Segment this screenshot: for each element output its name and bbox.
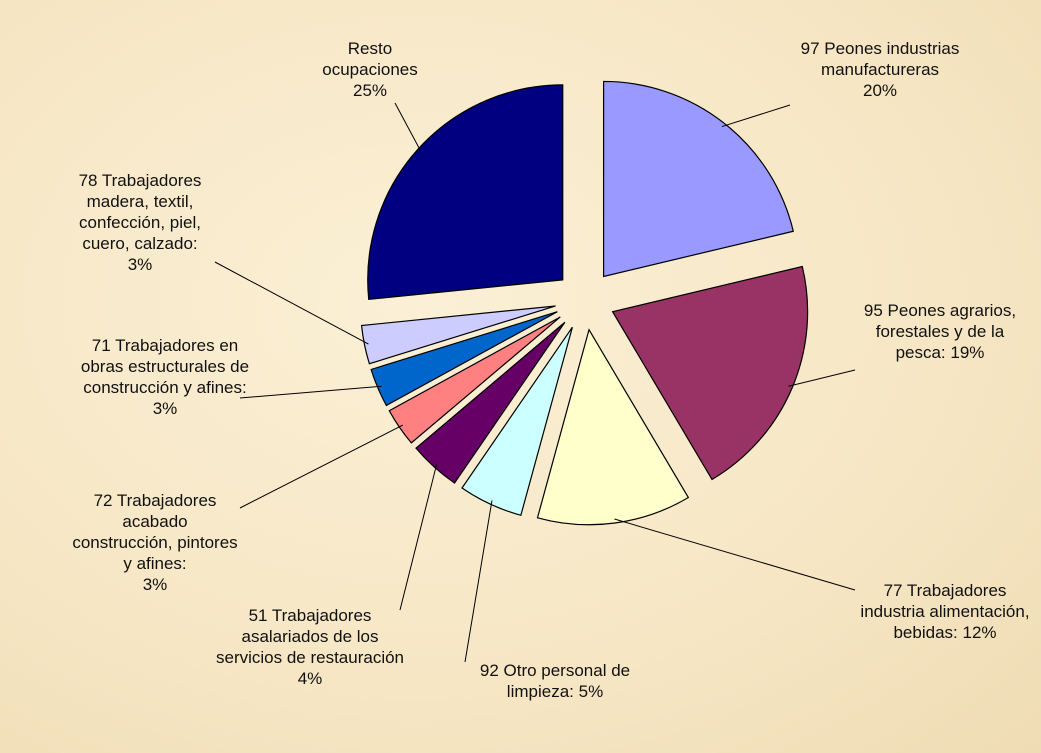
pie-slice <box>611 265 809 481</box>
pie-slice <box>370 311 558 407</box>
slice-label: 51 Trabajadores asalariados de los servi… <box>215 605 405 689</box>
slice-label: 72 Trabajadores acabado construcción, pi… <box>70 490 240 595</box>
category-label: 97 Peones industrias manufactureras <box>800 39 960 79</box>
value-label: 12% <box>962 623 997 642</box>
pie-slice <box>388 316 561 444</box>
pie-slice <box>602 80 795 278</box>
category-label: 72 Trabajadores acabado construcción, pi… <box>72 491 238 573</box>
category-label: 78 Trabajadores madera, textil, confecci… <box>78 171 202 253</box>
value-label: 25% <box>352 81 388 100</box>
pie-slice <box>415 321 566 484</box>
slice-label: 92 Otro personal de limpieza: 5% <box>468 660 643 702</box>
category-label: 95 Peones agrarios, forestales y de la p… <box>863 301 1017 362</box>
slice-label: 77 Trabajadores industria alimentación, … <box>860 580 1030 643</box>
leader-line <box>399 463 438 611</box>
slice-label: 71 Trabajadores en obras estructurales d… <box>75 335 255 419</box>
value-label: 3% <box>142 575 168 594</box>
leader-line <box>394 102 422 152</box>
slice-label: 97 Peones industrias manufactureras 20% <box>800 38 960 101</box>
pie-slice <box>536 328 690 526</box>
pie-slice <box>367 84 564 301</box>
leader-line <box>214 261 369 345</box>
slice-label: Resto ocupaciones 25% <box>305 38 435 101</box>
category-label: 92 Otro personal de limpieza: <box>479 661 631 701</box>
slice-label: 78 Trabajadores madera, textil, confecci… <box>55 170 225 275</box>
category-label: Resto ocupaciones <box>322 39 418 79</box>
category-label: 77 Trabajadores industria alimentación, … <box>860 581 1030 642</box>
leader-line <box>614 518 856 591</box>
leader-line <box>239 424 404 509</box>
category-label: 71 Trabajadores en obras estructurales d… <box>80 336 250 397</box>
leader-line <box>239 385 382 399</box>
leader-line <box>721 104 791 128</box>
pie-slice <box>461 326 573 517</box>
value-label: 19% <box>950 343 985 362</box>
pie-slice <box>360 305 556 365</box>
leader-line <box>464 500 493 663</box>
value-label: 5% <box>578 682 604 701</box>
value-label: 4% <box>297 669 323 688</box>
value-label: 3% <box>152 399 178 418</box>
leader-line <box>788 369 856 387</box>
value-label: 3% <box>127 255 153 274</box>
value-label: 20% <box>862 81 898 100</box>
slice-label: 95 Peones agrarios, forestales y de la p… <box>853 300 1028 363</box>
category-label: 51 Trabajadores asalariados de los servi… <box>215 606 405 667</box>
